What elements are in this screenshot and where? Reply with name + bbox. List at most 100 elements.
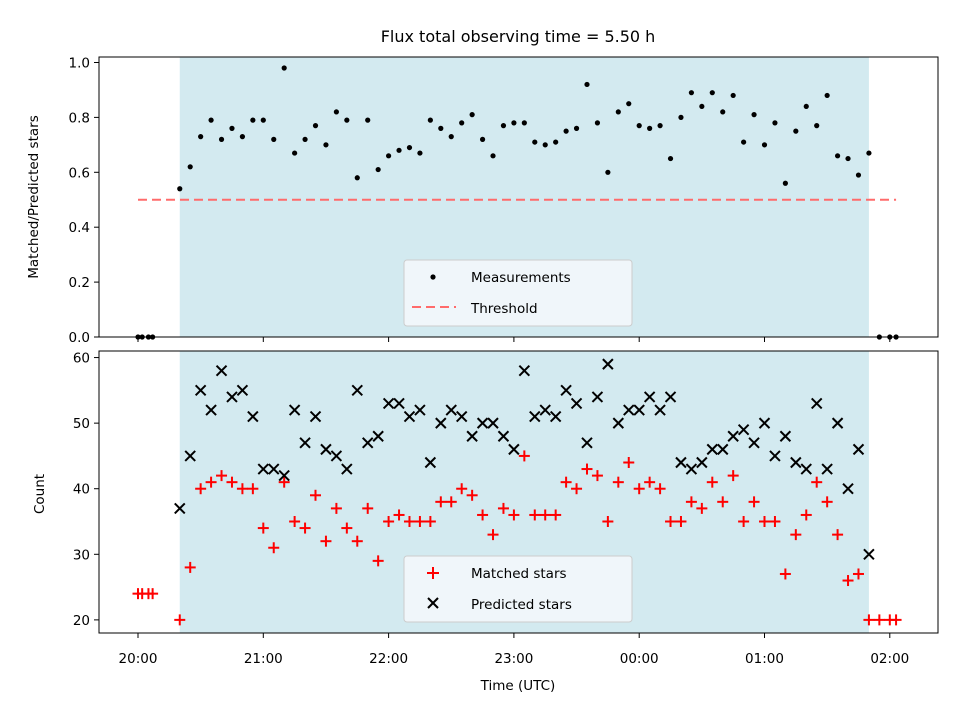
measurement-point: [594, 120, 601, 126]
predicted-star-point: [455, 410, 468, 423]
matched-star-point: [330, 502, 342, 514]
measurement-point: [344, 117, 350, 123]
measurement-point: [834, 153, 841, 159]
measurement-point: [323, 142, 329, 148]
predicted-star-point: [811, 397, 823, 410]
predicted-star-point: [215, 364, 228, 377]
matched-star-point: [685, 496, 697, 508]
predicted-star-point: [382, 397, 395, 410]
measurement-point: [292, 150, 298, 156]
predicted-stars-series: [174, 358, 875, 561]
legend-predicted-marker: [427, 597, 439, 609]
measurement-point: [302, 136, 308, 142]
matched-star-point: [779, 568, 791, 580]
matched-star-point: [571, 483, 583, 495]
bottom-y-tick-label: 60: [73, 351, 90, 367]
measurement-point: [490, 153, 496, 159]
predicted-star-point: [654, 404, 666, 416]
matched-star-point: [717, 496, 729, 508]
measurement-point: [365, 117, 371, 123]
predicted-star-point: [341, 463, 353, 475]
measurement-point: [605, 169, 611, 175]
matched-star-point: [644, 476, 656, 488]
matched-star-point: [310, 489, 322, 501]
measurement-point: [782, 180, 788, 186]
predicted-star-point: [268, 463, 280, 475]
measurement-point: [312, 123, 319, 129]
measurement-point: [532, 139, 538, 145]
predicted-star-point: [205, 404, 217, 416]
predicted-star-point: [247, 410, 259, 423]
matched-star-point: [738, 516, 750, 528]
matched-star-point: [487, 529, 499, 541]
top-y-tick-label: 0.2: [69, 275, 90, 291]
predicted-star-point: [497, 430, 510, 442]
chart-title: Flux total observing time = 5.50 h: [381, 27, 656, 46]
matched-stars-series: [132, 450, 902, 626]
measurement-points: [135, 65, 899, 340]
matched-star-point: [863, 614, 875, 626]
matched-star-point: [466, 489, 478, 501]
predicted-star-point: [790, 456, 802, 469]
matched-star-point: [539, 509, 551, 521]
measurement-point: [720, 109, 726, 115]
matched-star-point: [236, 483, 248, 495]
measurement-point: [699, 103, 705, 110]
matched-star-point: [456, 483, 468, 495]
matched-star-point: [414, 516, 426, 528]
predicted-star-point: [581, 437, 593, 449]
predicted-star-point: [706, 443, 718, 456]
measurement-point: [177, 186, 183, 192]
predicted-star-point: [278, 469, 290, 482]
measurement-point: [855, 172, 862, 178]
matched-star-point: [790, 529, 802, 541]
matched-star-point: [873, 614, 885, 626]
matched-star-point: [800, 509, 812, 521]
measurement-point: [260, 117, 266, 123]
matched-star-point: [289, 516, 301, 528]
bottom-y-tick-label: 50: [73, 416, 90, 432]
matched-star-point: [477, 509, 489, 521]
matched-star-point: [654, 483, 666, 495]
predicted-star-point: [727, 430, 739, 442]
predicted-star-point: [529, 410, 541, 423]
matched-star-point: [821, 496, 833, 508]
matched-star-point: [247, 483, 259, 495]
predicted-star-point: [226, 391, 238, 403]
predicted-star-point: [539, 404, 551, 416]
matched-star-point: [727, 470, 739, 482]
predicted-star-point: [612, 417, 625, 429]
predicted-star-point: [852, 443, 865, 456]
matched-star-point: [383, 516, 395, 528]
predicted-star-point: [476, 417, 489, 429]
predicted-star-point: [184, 450, 196, 462]
predicted-star-point: [194, 384, 207, 397]
predicted-star-point: [236, 384, 249, 397]
top-y-ticks: 0.0 0.2 0.4 0.6 0.8 1.0: [69, 55, 99, 346]
measurement-point: [459, 120, 465, 126]
measurement-point: [626, 101, 632, 107]
measurement-point: [417, 150, 423, 156]
bottom-y-axis-label: Count: [32, 474, 48, 514]
predicted-star-point: [821, 463, 833, 475]
measurement-point: [866, 150, 872, 156]
predicted-star-point: [758, 417, 771, 429]
predicted-star-point: [299, 437, 311, 449]
legend-matched-marker: [427, 567, 439, 579]
bottom-y-ticks: 20 30 40 50 60: [73, 351, 99, 629]
predicted-star-point: [362, 437, 374, 449]
matched-star-point: [372, 555, 384, 567]
legend-predicted-label: Predicted stars: [471, 597, 572, 613]
matched-star-point: [147, 588, 159, 600]
measurement-point: [469, 112, 475, 118]
measurement-point: [751, 112, 757, 118]
predicted-star-point: [748, 437, 760, 449]
x-tick-label: 22:00: [369, 651, 408, 667]
matched-star-point: [665, 516, 677, 528]
predicted-star-point: [330, 450, 343, 462]
predicted-star-point: [560, 384, 572, 397]
matched-star-point: [435, 496, 447, 508]
predicted-star-point: [633, 404, 645, 416]
predicted-star-point: [623, 404, 635, 416]
predicted-star-point: [643, 391, 656, 403]
